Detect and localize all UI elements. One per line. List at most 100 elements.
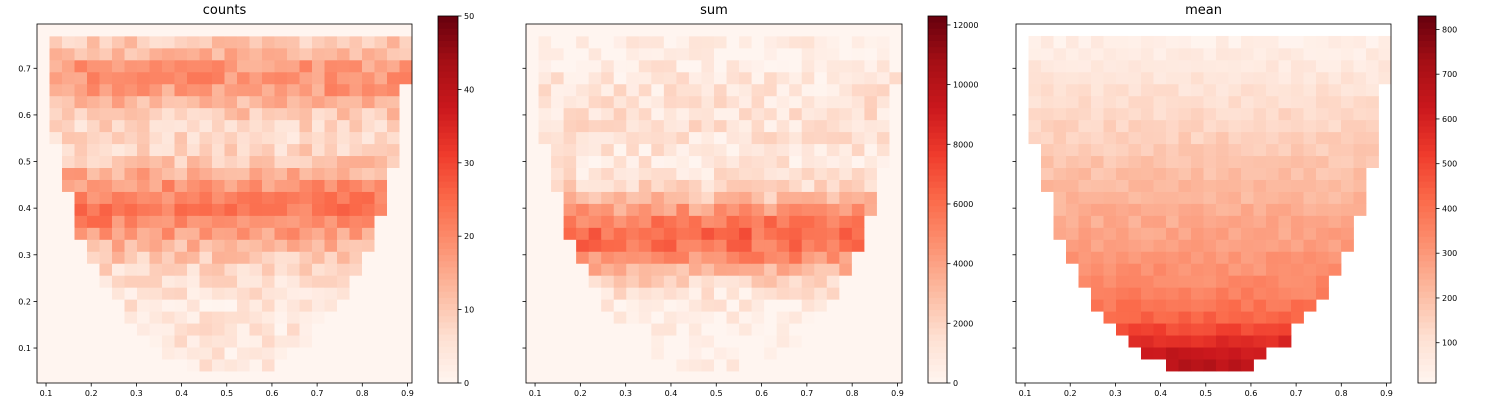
heatmap-cell xyxy=(1353,191,1367,204)
heatmap-cell xyxy=(1041,107,1054,121)
colorbar-segment xyxy=(1418,358,1436,366)
heatmap-cell xyxy=(701,275,715,288)
colorbar-segment xyxy=(438,150,458,158)
heatmap-cell xyxy=(1328,71,1342,85)
heatmap-cell xyxy=(312,251,325,264)
heatmap-cell xyxy=(87,107,100,121)
heatmap-cell xyxy=(638,311,652,324)
heatmap-cell xyxy=(814,179,828,192)
heatmap-cell xyxy=(588,299,602,312)
heatmap-cell xyxy=(1241,263,1254,276)
heatmap-cell xyxy=(551,83,564,97)
heatmap-cell xyxy=(814,311,828,324)
heatmap-cell xyxy=(626,24,640,37)
heatmap-cell xyxy=(1303,179,1317,192)
heatmap-cell xyxy=(1341,167,1354,180)
heatmap-cell xyxy=(362,47,375,61)
heatmap-cell xyxy=(1141,299,1154,312)
heatmap-cell xyxy=(801,191,815,204)
heatmap-cell xyxy=(826,299,840,312)
heatmap-cell xyxy=(1191,107,1204,121)
heatmap-cell xyxy=(399,119,413,133)
heatmap-cell xyxy=(1278,275,1292,288)
x-tick-label: 0.1 xyxy=(40,389,53,398)
heatmap-cell xyxy=(262,83,275,97)
heatmap-cell xyxy=(864,143,878,157)
heatmap-cell xyxy=(688,215,702,228)
heatmap-cell xyxy=(137,335,150,348)
heatmap-cell xyxy=(49,311,63,324)
heatmap-cell xyxy=(37,311,50,324)
heatmap-cell xyxy=(199,251,213,264)
heatmap-cell xyxy=(137,95,150,109)
heatmap-cell xyxy=(399,179,413,192)
heatmap-cell xyxy=(826,227,840,240)
heatmap-cell xyxy=(37,155,50,168)
heatmap-cell xyxy=(851,24,865,37)
heatmap-cell xyxy=(1328,179,1342,192)
heatmap-cell xyxy=(1166,215,1179,228)
heatmap-cell xyxy=(1366,95,1379,109)
heatmap-cell xyxy=(1091,95,1104,109)
heatmap-cell xyxy=(889,203,903,216)
heatmap-cell xyxy=(149,179,163,192)
heatmap-cell xyxy=(638,251,652,264)
heatmap-cell xyxy=(801,131,815,145)
heatmap-cell xyxy=(576,203,590,216)
heatmap-cell xyxy=(789,263,803,276)
heatmap-cell xyxy=(626,71,640,85)
heatmap-cell xyxy=(789,359,803,372)
heatmap-cell xyxy=(1316,119,1329,133)
colorbar-segment xyxy=(438,297,458,304)
heatmap-cell xyxy=(399,227,413,240)
heatmap-cell xyxy=(701,347,715,360)
heatmap-cell xyxy=(739,335,752,348)
heatmap-cell xyxy=(249,359,263,372)
heatmap-cell xyxy=(312,47,325,61)
heatmap-cell xyxy=(776,119,790,133)
heatmap-cell xyxy=(576,24,590,37)
heatmap-cell xyxy=(74,299,88,312)
heatmap-cell xyxy=(663,323,677,336)
heatmap-cell xyxy=(299,83,313,97)
heatmap-cell xyxy=(663,95,677,109)
heatmap-cell xyxy=(49,275,63,288)
colorbar-tick-label: 300 xyxy=(1442,249,1457,258)
heatmap-cell xyxy=(299,299,313,312)
heatmap-cell xyxy=(1166,131,1179,145)
heatmap-cell xyxy=(1266,107,1279,121)
heatmap-cell xyxy=(149,335,163,348)
heatmap-cell xyxy=(399,299,413,312)
heatmap-cell xyxy=(526,59,539,73)
colorbar-segment xyxy=(928,364,947,372)
heatmap-cell xyxy=(826,359,840,372)
heatmap-cell xyxy=(1203,155,1217,168)
heatmap-cell xyxy=(187,179,200,192)
heatmap-cell xyxy=(112,24,125,37)
heatmap-cell xyxy=(826,107,840,121)
heatmap-cell xyxy=(99,24,113,37)
colorbar-segment xyxy=(928,95,947,103)
heatmap-cell xyxy=(1241,179,1254,192)
heatmap-cell xyxy=(37,191,50,204)
heatmap-cell xyxy=(814,35,828,49)
heatmap-cell xyxy=(626,371,640,384)
heatmap-cell xyxy=(1291,119,1304,133)
heatmap-cell xyxy=(199,35,213,49)
heatmap-cell xyxy=(124,371,138,384)
heatmap-cell xyxy=(149,251,163,264)
colorbar-segment xyxy=(438,242,458,249)
heatmap-cell xyxy=(1216,239,1229,252)
heatmap-cell xyxy=(814,263,828,276)
heatmap-cell xyxy=(538,359,552,372)
heatmap-cell xyxy=(851,83,865,97)
heatmap-cell xyxy=(362,191,375,204)
heatmap-cell xyxy=(726,143,740,157)
heatmap-cell xyxy=(112,155,125,168)
heatmap-cell xyxy=(638,275,652,288)
colorbar-segment xyxy=(438,83,458,90)
heatmap-cell xyxy=(49,167,63,180)
colorbar-segment xyxy=(438,89,458,97)
heatmap-cell xyxy=(112,287,125,300)
heatmap-cell xyxy=(1191,359,1204,372)
